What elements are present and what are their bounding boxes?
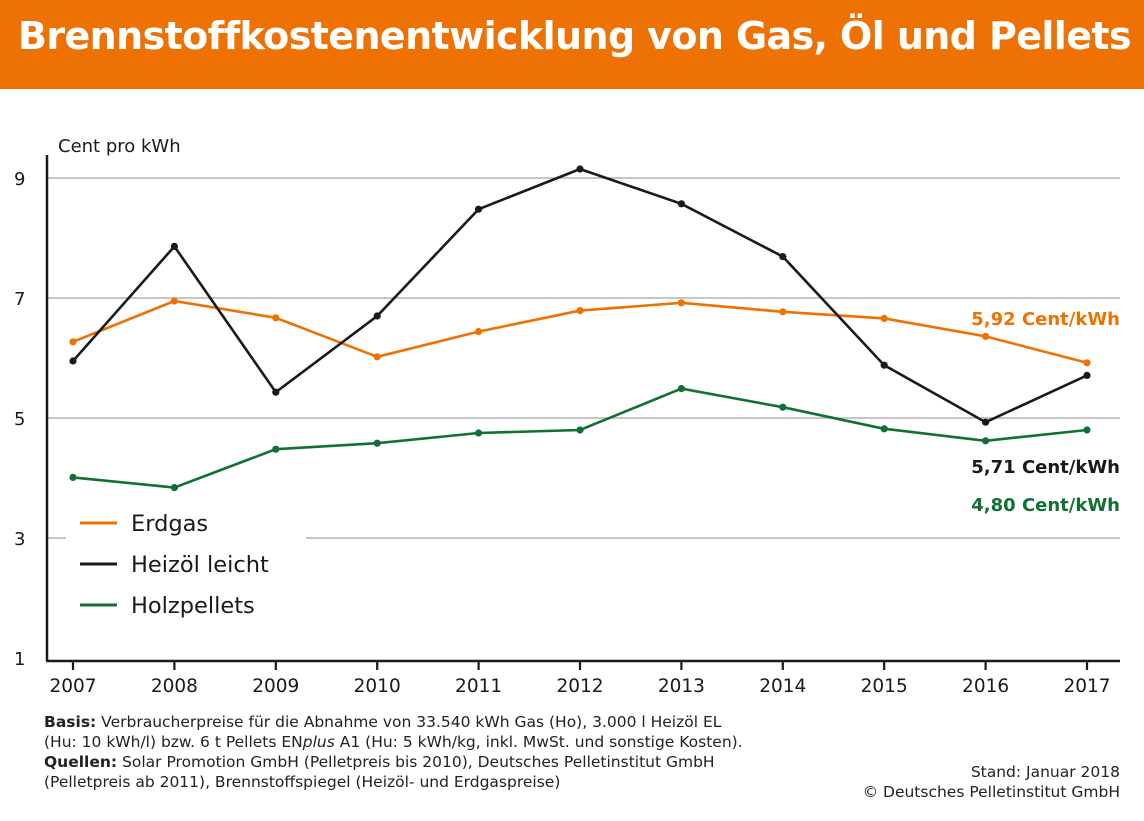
y-tick-label: 3 (14, 529, 25, 550)
sources-line-2: (Pelletpreis ab 2011), Brennstoffspiegel… (44, 772, 1124, 792)
x-tick-label: 2012 (556, 676, 603, 697)
basis-label: Basis: (44, 713, 97, 731)
credit: Stand: Januar 2018 © Deutsches Pelletins… (863, 762, 1120, 802)
y-tick-label: 1 (14, 649, 25, 670)
line-chart: 1 3 5 7 9 Cent pro kWh 2007 2008 2009 2010 2011 201… (14, 136, 1120, 697)
data-point-heiz-l-leicht (982, 418, 990, 426)
data-point-heiz-l-leicht (880, 361, 888, 369)
data-point-erdgas (475, 328, 483, 336)
data-point-erdgas (982, 332, 990, 340)
data-point-holzpellets (69, 473, 77, 481)
data-point-holzpellets (779, 403, 787, 411)
axes: 1 3 5 7 9 Cent pro kWh 2007 2008 2009 2010 2011 201… (14, 136, 1120, 697)
basis-text-3: A1 (Hu: 5 kWh/kg, inkl. MwSt. und sonsti… (334, 733, 743, 751)
data-point-erdgas (677, 299, 686, 307)
x-tick-label: 2014 (759, 676, 806, 697)
copyright: © Deutsches Pelletinstitut GmbH (862, 783, 1120, 801)
series-line-holzpellets (72, 387, 1088, 489)
data-point-erdgas (170, 297, 178, 305)
data-point-heiz-l-leicht (576, 165, 584, 173)
grid-lines (47, 177, 1120, 539)
data-point-heiz-l-leicht (170, 242, 178, 250)
data-point-heiz-l-leicht (475, 205, 483, 213)
stand-date: Stand: Januar 2018 (970, 763, 1120, 781)
data-point-erdgas (576, 307, 584, 315)
sources-line-1: Quellen: Solar Promotion GmbH (Pelletpre… (44, 752, 1124, 772)
sources-label: Quellen: (44, 753, 118, 771)
data-point-erdgas (1083, 359, 1091, 367)
data-point-holzpellets (880, 425, 888, 433)
y-tick-label: 5 (14, 409, 25, 430)
data-point-holzpellets (576, 426, 584, 434)
data-point-holzpellets (373, 439, 381, 447)
x-tick-label: 2008 (151, 676, 198, 697)
data-point-holzpellets (982, 437, 990, 445)
data-point-holzpellets (475, 429, 483, 437)
legend-label-holzpellets: Holzpellets (131, 593, 255, 619)
basis-plus: plus (302, 733, 335, 751)
x-tick-label: 2016 (962, 676, 1009, 697)
x-tick-label: 2015 (861, 676, 908, 697)
legend-label-heiz-l-leicht: Heizöl leicht (131, 552, 269, 578)
x-tick-label: 2009 (252, 676, 299, 697)
chart-footnote: Basis: Verbraucherpreise für die Abnahme… (44, 712, 1124, 792)
data-point-heiz-l-leicht (677, 200, 686, 208)
data-point-holzpellets (272, 445, 280, 453)
data-point-erdgas (779, 308, 787, 316)
data-point-erdgas (69, 338, 77, 346)
x-tick-label: 2017 (1063, 676, 1110, 697)
y-tick-label: 7 (14, 289, 25, 310)
end-label-heiz-l-leicht: 5,71 Cent/kWh (971, 457, 1120, 478)
x-tick-label: 2013 (658, 676, 705, 697)
series-lines (69, 165, 1091, 492)
x-tick-label: 2010 (354, 676, 401, 697)
legend: Erdgas Heizöl leicht Holzpellets (66, 501, 306, 627)
data-point-heiz-l-leicht (272, 388, 280, 396)
x-tick-label: 2011 (455, 676, 502, 697)
chart-title: Brennstoffkostenentwicklung von Gas, Öl … (18, 14, 1132, 58)
basis-line-2: (Hu: 10 kWh/l) bzw. 6 t Pellets ENplus A… (44, 732, 1124, 752)
data-point-holzpellets (170, 484, 178, 492)
data-point-holzpellets (677, 385, 686, 393)
data-point-erdgas (272, 314, 280, 322)
y-tick-label: 9 (14, 169, 25, 190)
sources-text-1: Solar Promotion GmbH (Pelletpreis bis 20… (117, 753, 715, 771)
legend-label-erdgas: Erdgas (131, 511, 208, 537)
basis-text-1: Verbraucherpreise für die Abnahme von 33… (96, 713, 722, 731)
data-point-holzpellets (1083, 426, 1091, 434)
end-label-erdgas: 5,92 Cent/kWh (971, 309, 1120, 330)
end-label-holzpellets: 4,80 Cent/kWh (971, 495, 1120, 516)
header-banner: Brennstoffkostenentwicklung von Gas, Öl … (0, 0, 1144, 89)
series-line-heiz-l-leicht (72, 167, 1088, 424)
data-point-heiz-l-leicht (1083, 371, 1091, 379)
data-point-heiz-l-leicht (69, 357, 77, 365)
data-point-heiz-l-leicht (373, 312, 381, 320)
sources-text-2: (Pelletpreis ab 2011), Brennstoffspiegel… (44, 773, 561, 791)
basis-line-1: Basis: Verbraucherpreise für die Abnahme… (44, 712, 1124, 732)
basis-text-2: (Hu: 10 kWh/l) bzw. 6 t Pellets EN (44, 733, 303, 751)
data-point-heiz-l-leicht (779, 253, 787, 261)
end-labels: 5,92 Cent/kWh 5,71 Cent/kWh 4,80 Cent/kWh (971, 309, 1120, 516)
x-tick-label: 2007 (49, 676, 96, 697)
data-point-erdgas (880, 314, 888, 322)
data-point-erdgas (373, 353, 381, 361)
y-axis-label: Cent pro kWh (58, 136, 181, 157)
